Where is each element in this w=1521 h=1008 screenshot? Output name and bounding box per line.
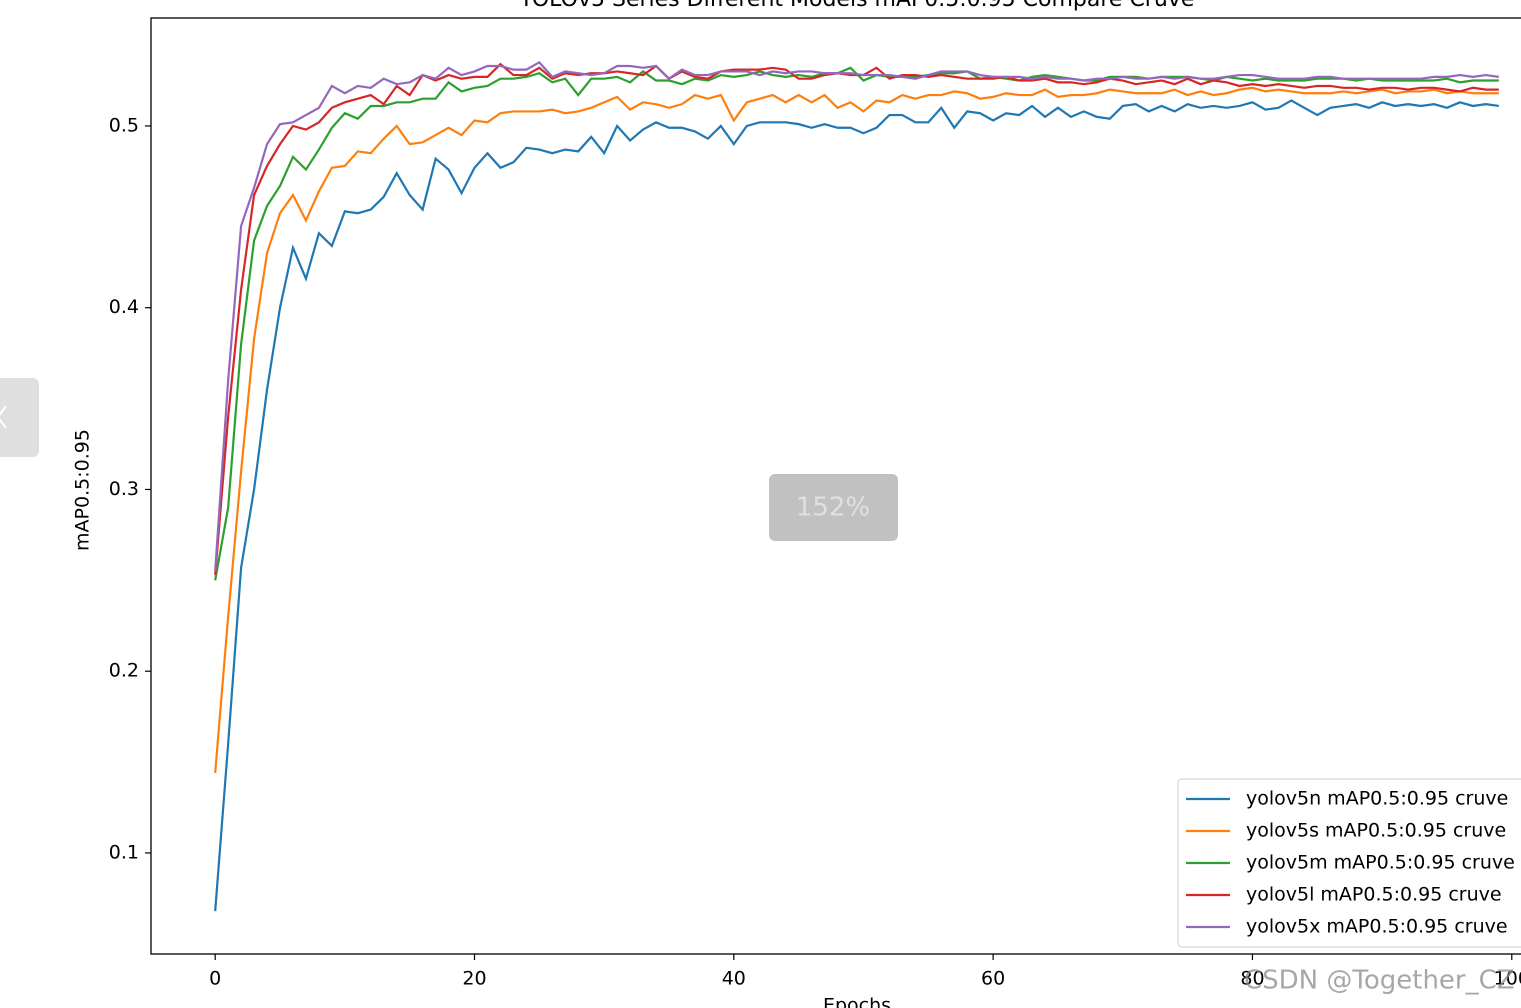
series-line bbox=[214, 60, 1499, 572]
x-tick-label: 0 bbox=[209, 968, 221, 990]
y-tick-label: 0.2 bbox=[109, 660, 139, 682]
y-tick-label: 0.1 bbox=[109, 841, 139, 863]
prev-icon bbox=[0, 405, 7, 429]
y-tick-label: 0.3 bbox=[109, 478, 139, 500]
y-tick-label: 0.4 bbox=[109, 296, 139, 318]
legend-label: yolov5m mAP0.5:0.95 cruve bbox=[1246, 852, 1515, 874]
series-line bbox=[214, 99, 1499, 912]
legend-label: yolov5x mAP0.5:0.95 cruve bbox=[1246, 916, 1508, 938]
legend-box bbox=[1177, 778, 1521, 948]
legend-label: yolov5l mAP0.5:0.95 cruve bbox=[1246, 884, 1502, 906]
x-tick-label: 40 bbox=[722, 968, 746, 990]
y-axis-label: mAP0.5:0.95 bbox=[72, 429, 94, 551]
axes-frame bbox=[150, 17, 1521, 955]
legend-label: yolov5n mAP0.5:0.95 cruve bbox=[1246, 788, 1508, 810]
x-tick-label: 20 bbox=[462, 968, 486, 990]
x-tick-label: 60 bbox=[981, 968, 1005, 990]
chart-title: YOLOv5 Series Different Models mAP0.5:0.… bbox=[519, 0, 1195, 12]
x-axis-label: Epochs bbox=[823, 995, 891, 1008]
zoom-text: 152% bbox=[796, 493, 870, 523]
legend-label: yolov5s mAP0.5:0.95 cruve bbox=[1246, 820, 1506, 842]
watermark: CSDN @Together_CZ bbox=[1244, 966, 1515, 996]
zoom-badge bbox=[769, 474, 898, 541]
prev-button[interactable] bbox=[0, 378, 39, 457]
legend: yolov5n mAP0.5:0.95 cruve yolov5s mAP0.5:… bbox=[1177, 778, 1521, 948]
x-tick-label: 100 bbox=[1494, 968, 1521, 990]
plot-area: 0 20 40 60 80 100 0.1 0.2 0.3 0.4 0.5 bbox=[109, 17, 1521, 990]
y-tick-label: 0.5 bbox=[109, 114, 139, 136]
series-line bbox=[214, 86, 1499, 774]
x-tick-label: 80 bbox=[1240, 968, 1264, 990]
